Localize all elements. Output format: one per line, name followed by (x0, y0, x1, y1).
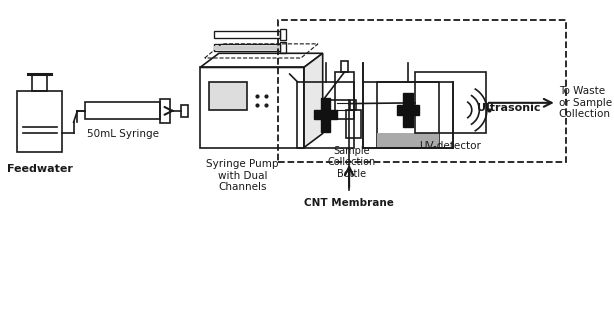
Bar (341, 61, 348, 72)
Bar (214, 31, 280, 38)
Bar (280, 29, 286, 40)
Bar (346, 110, 362, 138)
Bar (314, 110, 337, 119)
Bar (335, 72, 354, 119)
Bar (160, 99, 170, 123)
Bar (321, 98, 330, 132)
Text: Ultrasonic: Ultrasonic (476, 103, 540, 113)
Bar (350, 100, 356, 110)
Bar (214, 44, 280, 51)
Text: Sample
Collection
Bottle: Sample Collection Bottle (328, 146, 376, 179)
Text: To Waste
or Sample
Collection: To Waste or Sample Collection (559, 86, 612, 120)
Bar (280, 42, 286, 53)
Bar (378, 133, 439, 148)
Text: CNT Membrane: CNT Membrane (304, 198, 394, 208)
Bar (297, 81, 354, 148)
Bar (200, 68, 304, 148)
Text: 50mL Syringe: 50mL Syringe (87, 129, 158, 139)
Bar (397, 105, 419, 115)
Bar (181, 105, 188, 117)
Text: UV-detector: UV-detector (419, 141, 481, 151)
Polygon shape (304, 53, 323, 148)
Bar (378, 81, 439, 148)
Bar (209, 81, 247, 110)
Bar (363, 81, 453, 148)
Bar (403, 93, 413, 127)
Bar (415, 72, 486, 133)
Bar (32, 74, 47, 91)
Text: Feedwater: Feedwater (7, 164, 72, 174)
Bar (85, 102, 160, 119)
Bar (17, 91, 62, 152)
Bar (214, 46, 280, 49)
Text: Syringe Pump
with Dual
Channels: Syringe Pump with Dual Channels (206, 159, 279, 192)
